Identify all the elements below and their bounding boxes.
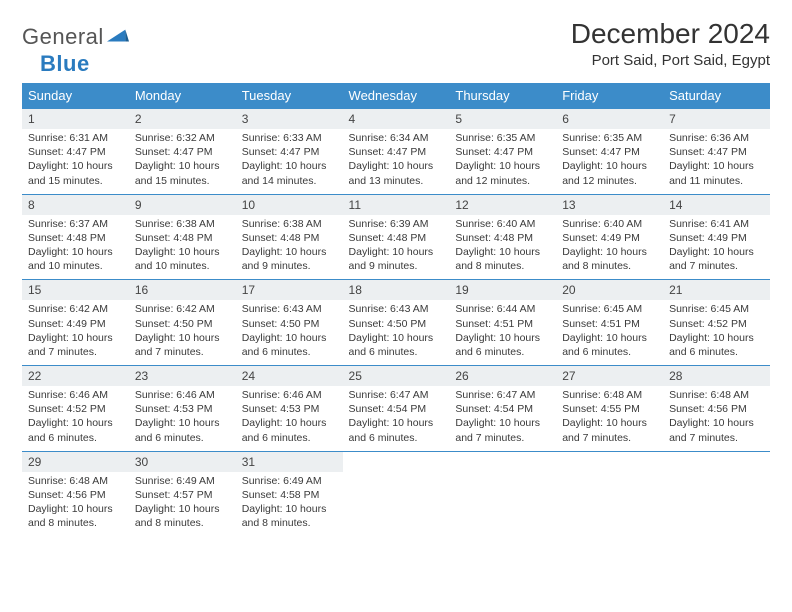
day-number: 18 <box>343 279 450 300</box>
day-cell: Sunrise: 6:38 AMSunset: 4:48 PMDaylight:… <box>236 215 343 280</box>
day-number: 9 <box>129 194 236 215</box>
calendar-body: 1234567Sunrise: 6:31 AMSunset: 4:47 PMDa… <box>22 108 770 536</box>
brand-logo: General <box>22 24 131 50</box>
day-cell: Sunrise: 6:34 AMSunset: 4:47 PMDaylight:… <box>343 129 450 194</box>
day-number: 28 <box>663 365 770 386</box>
day-number <box>556 451 663 472</box>
brand-word2: Blue <box>40 51 90 76</box>
month-title: December 2024 <box>571 18 770 50</box>
day-number: 10 <box>236 194 343 215</box>
day-cell <box>343 472 450 537</box>
day-of-week-header: Monday <box>129 83 236 108</box>
day-number: 12 <box>449 194 556 215</box>
location: Port Said, Port Said, Egypt <box>571 52 770 69</box>
brand-triangle-icon <box>107 27 129 45</box>
day-cell: Sunrise: 6:36 AMSunset: 4:47 PMDaylight:… <box>663 129 770 194</box>
week-number-row: 22232425262728 <box>22 365 770 386</box>
day-number <box>449 451 556 472</box>
week-content-row: Sunrise: 6:37 AMSunset: 4:48 PMDaylight:… <box>22 215 770 280</box>
day-number: 15 <box>22 279 129 300</box>
day-cell: Sunrise: 6:43 AMSunset: 4:50 PMDaylight:… <box>343 300 450 365</box>
day-cell: Sunrise: 6:38 AMSunset: 4:48 PMDaylight:… <box>129 215 236 280</box>
week-number-row: 15161718192021 <box>22 279 770 300</box>
day-cell: Sunrise: 6:46 AMSunset: 4:52 PMDaylight:… <box>22 386 129 451</box>
week-number-row: 293031 <box>22 451 770 472</box>
week-content-row: Sunrise: 6:46 AMSunset: 4:52 PMDaylight:… <box>22 386 770 451</box>
day-number <box>343 451 450 472</box>
day-cell: Sunrise: 6:35 AMSunset: 4:47 PMDaylight:… <box>556 129 663 194</box>
day-number: 16 <box>129 279 236 300</box>
day-cell: Sunrise: 6:40 AMSunset: 4:49 PMDaylight:… <box>556 215 663 280</box>
day-cell: Sunrise: 6:31 AMSunset: 4:47 PMDaylight:… <box>22 129 129 194</box>
day-number: 17 <box>236 279 343 300</box>
day-number: 23 <box>129 365 236 386</box>
day-of-week-header: Wednesday <box>343 83 450 108</box>
day-cell: Sunrise: 6:40 AMSunset: 4:48 PMDaylight:… <box>449 215 556 280</box>
day-cell: Sunrise: 6:42 AMSunset: 4:49 PMDaylight:… <box>22 300 129 365</box>
day-number: 8 <box>22 194 129 215</box>
day-of-week-header: Thursday <box>449 83 556 108</box>
day-number: 3 <box>236 108 343 129</box>
day-number: 21 <box>663 279 770 300</box>
day-cell: Sunrise: 6:48 AMSunset: 4:56 PMDaylight:… <box>663 386 770 451</box>
brand-word1: General <box>22 24 104 50</box>
day-cell: Sunrise: 6:42 AMSunset: 4:50 PMDaylight:… <box>129 300 236 365</box>
day-cell: Sunrise: 6:46 AMSunset: 4:53 PMDaylight:… <box>129 386 236 451</box>
day-cell: Sunrise: 6:47 AMSunset: 4:54 PMDaylight:… <box>449 386 556 451</box>
day-cell: Sunrise: 6:43 AMSunset: 4:50 PMDaylight:… <box>236 300 343 365</box>
day-cell: Sunrise: 6:48 AMSunset: 4:55 PMDaylight:… <box>556 386 663 451</box>
day-cell: Sunrise: 6:32 AMSunset: 4:47 PMDaylight:… <box>129 129 236 194</box>
day-number: 31 <box>236 451 343 472</box>
week-number-row: 891011121314 <box>22 194 770 215</box>
week-content-row: Sunrise: 6:48 AMSunset: 4:56 PMDaylight:… <box>22 472 770 537</box>
day-number: 24 <box>236 365 343 386</box>
day-cell: Sunrise: 6:49 AMSunset: 4:58 PMDaylight:… <box>236 472 343 537</box>
day-number: 13 <box>556 194 663 215</box>
day-cell: Sunrise: 6:49 AMSunset: 4:57 PMDaylight:… <box>129 472 236 537</box>
day-number: 19 <box>449 279 556 300</box>
day-number: 7 <box>663 108 770 129</box>
day-cell: Sunrise: 6:48 AMSunset: 4:56 PMDaylight:… <box>22 472 129 537</box>
week-content-row: Sunrise: 6:42 AMSunset: 4:49 PMDaylight:… <box>22 300 770 365</box>
day-cell: Sunrise: 6:33 AMSunset: 4:47 PMDaylight:… <box>236 129 343 194</box>
day-of-week-row: SundayMondayTuesdayWednesdayThursdayFrid… <box>22 83 770 108</box>
day-number: 22 <box>22 365 129 386</box>
day-cell: Sunrise: 6:44 AMSunset: 4:51 PMDaylight:… <box>449 300 556 365</box>
day-cell: Sunrise: 6:46 AMSunset: 4:53 PMDaylight:… <box>236 386 343 451</box>
day-number: 14 <box>663 194 770 215</box>
day-number: 6 <box>556 108 663 129</box>
day-number <box>663 451 770 472</box>
day-number: 27 <box>556 365 663 386</box>
day-cell: Sunrise: 6:45 AMSunset: 4:52 PMDaylight:… <box>663 300 770 365</box>
day-cell <box>449 472 556 537</box>
day-cell: Sunrise: 6:45 AMSunset: 4:51 PMDaylight:… <box>556 300 663 365</box>
day-number: 20 <box>556 279 663 300</box>
day-number: 1 <box>22 108 129 129</box>
title-block: December 2024 Port Said, Port Said, Egyp… <box>571 18 770 69</box>
day-cell <box>663 472 770 537</box>
day-cell: Sunrise: 6:41 AMSunset: 4:49 PMDaylight:… <box>663 215 770 280</box>
week-content-row: Sunrise: 6:31 AMSunset: 4:47 PMDaylight:… <box>22 129 770 194</box>
day-number: 30 <box>129 451 236 472</box>
day-cell: Sunrise: 6:39 AMSunset: 4:48 PMDaylight:… <box>343 215 450 280</box>
day-number: 5 <box>449 108 556 129</box>
day-cell: Sunrise: 6:37 AMSunset: 4:48 PMDaylight:… <box>22 215 129 280</box>
day-cell: Sunrise: 6:47 AMSunset: 4:54 PMDaylight:… <box>343 386 450 451</box>
day-number: 11 <box>343 194 450 215</box>
day-of-week-header: Sunday <box>22 83 129 108</box>
day-number: 25 <box>343 365 450 386</box>
day-number: 26 <box>449 365 556 386</box>
week-number-row: 1234567 <box>22 108 770 129</box>
day-number: 4 <box>343 108 450 129</box>
day-of-week-header: Tuesday <box>236 83 343 108</box>
day-number: 29 <box>22 451 129 472</box>
day-cell <box>556 472 663 537</box>
day-cell: Sunrise: 6:35 AMSunset: 4:47 PMDaylight:… <box>449 129 556 194</box>
day-of-week-header: Saturday <box>663 83 770 108</box>
day-of-week-header: Friday <box>556 83 663 108</box>
day-number: 2 <box>129 108 236 129</box>
calendar-table: SundayMondayTuesdayWednesdayThursdayFrid… <box>22 83 770 536</box>
